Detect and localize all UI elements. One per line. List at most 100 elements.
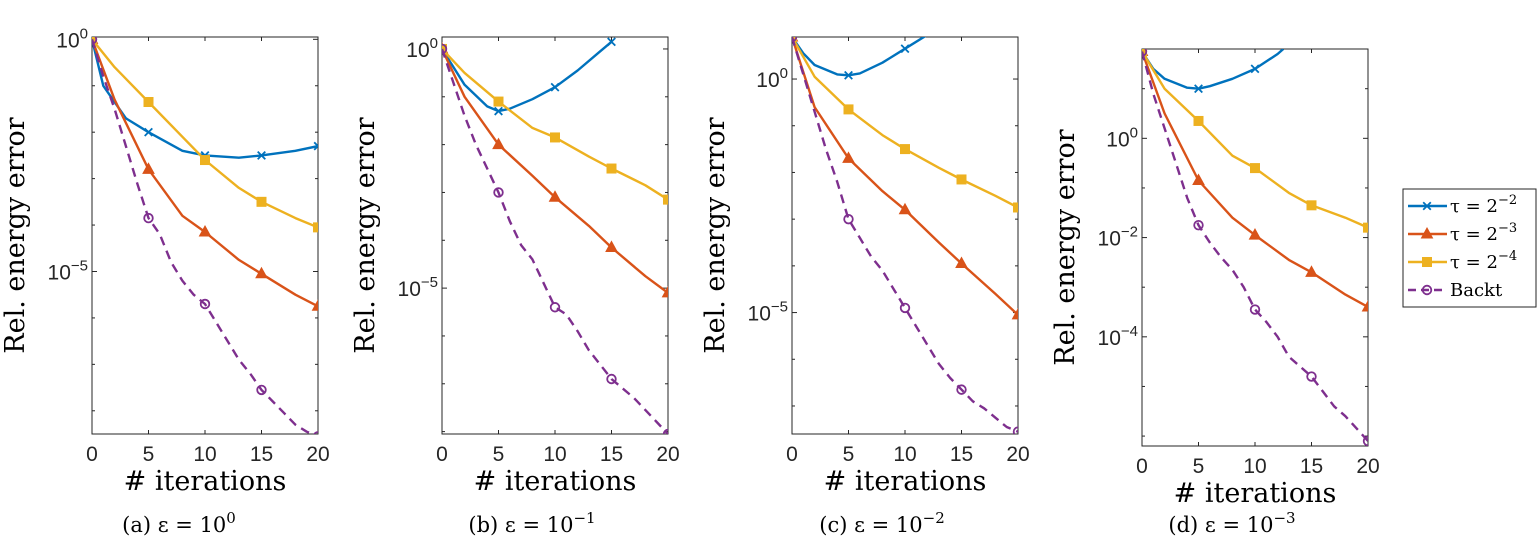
data-point-backt	[143, 212, 154, 224]
y-tick-label: 100	[1106, 124, 1138, 151]
data-point-tau_2_-2	[494, 106, 503, 116]
y-tick-label: 100	[756, 65, 788, 92]
y-tick-base: 10	[1098, 228, 1121, 251]
y-tick-exp: −5	[771, 299, 788, 316]
data-point-tau_2_-3	[142, 162, 155, 174]
legend: τ = 2−2 τ = 2 −3 τ = 2−4 Backt	[1402, 188, 1537, 308]
y-tick-label: 100	[406, 35, 438, 62]
data-point-tau_2_-3	[1305, 265, 1318, 277]
legend-entry-tau_2_-4: τ = 2−4	[1408, 249, 1517, 273]
data-point-backt	[606, 373, 617, 385]
caption-exp: −3	[1273, 509, 1295, 527]
x-tick-label: 15	[250, 443, 273, 466]
x-tick-label: 20	[306, 443, 329, 466]
data-point-backt	[1193, 219, 1204, 231]
plot-area	[791, 36, 1019, 435]
data-point-tau_2_-4	[1306, 200, 1317, 211]
caption-text: (c) ε = 10	[819, 513, 922, 537]
y-tick-base: 10	[56, 29, 79, 52]
data-point-tau_2_-3	[1192, 173, 1205, 186]
series-group	[92, 37, 318, 434]
legend-entry-backt: Backt	[1408, 280, 1503, 301]
data-point-tau_2_-2	[257, 150, 266, 160]
data-point-tau_2_-4	[550, 132, 560, 143]
series-line-backt	[92, 38, 316, 434]
data-point-tau_2_-3	[311, 299, 318, 311]
data-point-tau_2_-4	[200, 155, 210, 166]
data-point-tau_2_-4	[1250, 163, 1260, 174]
series-line-backt	[1142, 51, 1368, 442]
y-tick-base: 10	[398, 278, 421, 301]
data-point-tau_2_-2	[313, 141, 318, 151]
x-tick-label: 10	[193, 443, 216, 466]
legend-label: Backt	[1450, 280, 1503, 301]
x-tick-label: 10	[1243, 455, 1266, 478]
data-point-backt	[1306, 371, 1317, 382]
data-point-tau_2_-4	[1193, 115, 1204, 126]
legend-marker	[1420, 226, 1434, 239]
x-tick-label: 10	[543, 443, 566, 466]
y-tick-exp: −2	[1121, 224, 1138, 241]
subfigure-caption: (a) ε = 100	[122, 509, 236, 537]
data-point-tau_2_-3	[1248, 228, 1262, 240]
data-point-tau_2_-3	[842, 151, 855, 163]
data-point-tau_2_-2	[1250, 64, 1260, 74]
subfigure-caption: (b) ε = 10−1	[468, 509, 595, 537]
data-point-tau_2_-4	[1363, 222, 1368, 233]
y-tick-exp: 0	[80, 25, 88, 42]
y-tick-label: 10−5	[398, 274, 438, 301]
y-tick-base: 10	[756, 69, 779, 92]
y-tick-exp: −4	[1121, 323, 1138, 340]
data-point-backt	[1142, 49, 1148, 57]
data-point-tau_2_-3	[605, 240, 618, 252]
caption-exp: −1	[573, 509, 595, 527]
data-point-backt	[549, 302, 561, 313]
caption-text: (a) ε = 10	[122, 513, 226, 537]
data-point-tau_2_-4	[843, 104, 854, 115]
x-tick-label: 20	[1356, 455, 1379, 478]
y-axis-label: Rel. energy error	[350, 117, 381, 354]
x-tick-label: 5	[493, 443, 505, 466]
y-tick-exp: 0	[430, 35, 438, 52]
series-line-tau_2_-2	[792, 37, 927, 77]
legend-entry-tau_2_-2: τ = 2−2	[1408, 193, 1517, 217]
y-axis-label: Rel. energy error	[0, 117, 31, 354]
x-tick-label: 0	[786, 443, 798, 466]
x-tick-label: 0	[1136, 455, 1148, 478]
data-point-tau_2_-2	[144, 127, 153, 137]
plot-area	[1141, 48, 1369, 447]
data-point-backt	[843, 213, 854, 225]
y-tick-exp: −5	[71, 257, 88, 274]
y-axis-label: Rel. energy error	[700, 117, 731, 354]
data-point-tau_2_-4	[606, 163, 617, 174]
x-tick-label: 15	[950, 443, 973, 466]
data-point-backt	[956, 384, 967, 395]
data-point-tau_2_-2	[607, 37, 616, 47]
x-tick-label: 20	[656, 443, 679, 466]
series-group	[1142, 49, 1368, 446]
x-tick-label: 0	[86, 443, 98, 466]
series-line-backt	[442, 48, 668, 434]
series-line-tau_2_-2	[442, 40, 613, 113]
data-point-tau_2_-4	[1013, 202, 1018, 213]
y-tick-base: 10	[1098, 327, 1121, 350]
legend-label-text: Backt	[1450, 280, 1503, 301]
data-point-backt	[442, 43, 448, 55]
legend-label-exp: −3	[1498, 221, 1517, 236]
caption-text: (d) ε = 10	[1168, 513, 1273, 537]
legend-label-text: τ = 2	[1450, 252, 1498, 273]
legend-marker	[1422, 257, 1432, 267]
data-point-backt	[792, 37, 798, 43]
x-tick-label: 0	[436, 443, 448, 466]
series-group	[442, 37, 668, 434]
caption-exp: −2	[923, 509, 945, 527]
legend-marker	[1421, 284, 1433, 296]
y-tick-exp: −5	[421, 274, 438, 291]
data-point-backt	[1362, 435, 1368, 446]
data-point-tau_2_-4	[663, 194, 668, 205]
